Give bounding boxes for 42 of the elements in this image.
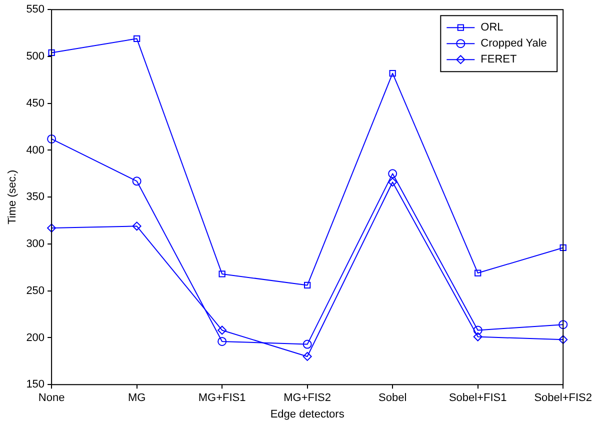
- x-tick-label: MG: [128, 392, 146, 404]
- point: [133, 35, 140, 42]
- y-tick-label: 400: [26, 144, 45, 156]
- y-tick-label: 150: [26, 378, 45, 391]
- y-tick-label: 350: [26, 191, 45, 204]
- point: [474, 270, 482, 276]
- point: [302, 352, 312, 361]
- point: [132, 176, 142, 186]
- legend-label: Cropped Yale: [480, 38, 547, 50]
- point: [560, 244, 566, 252]
- x-tick-label: Sobel+FIS1: [448, 392, 507, 404]
- y-axis-title: Time (sec.): [6, 170, 19, 224]
- point: [304, 282, 311, 289]
- point: [47, 134, 56, 144]
- point: [473, 332, 482, 342]
- x-tick-label: Sobel: [378, 392, 407, 404]
- point: [218, 270, 226, 278]
- point: [558, 335, 568, 344]
- point: [48, 49, 55, 56]
- x-tick-label: MG+FIS2: [284, 392, 332, 404]
- x-tick-label: MG+FIS1: [198, 392, 246, 404]
- y-tick-label: 200: [26, 332, 45, 344]
- y-tick-label: 300: [26, 238, 45, 250]
- legend-label: FERET: [480, 54, 517, 66]
- legend-label: ORL: [480, 22, 504, 34]
- x-tick-label: None: [38, 392, 65, 404]
- point: [218, 336, 227, 346]
- point: [47, 224, 56, 233]
- y-tick-label: 500: [26, 50, 45, 63]
- point: [132, 222, 142, 231]
- x-axis-title: Edge detectors: [270, 408, 345, 420]
- y-tick-label: 450: [26, 97, 45, 110]
- point: [558, 320, 568, 330]
- y-tick-label: 550: [26, 4, 45, 16]
- point: [302, 340, 312, 349]
- point: [388, 169, 398, 178]
- x-tick-label: Sobel+FIS2: [534, 392, 592, 404]
- y-tick-label: 250: [26, 284, 45, 297]
- point: [389, 70, 396, 77]
- point: [218, 326, 227, 335]
- point: [473, 326, 482, 335]
- point: [388, 178, 398, 187]
